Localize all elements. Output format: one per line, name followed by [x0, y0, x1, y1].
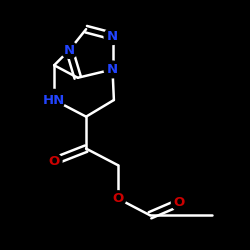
Circle shape — [104, 28, 121, 44]
Text: HN: HN — [43, 94, 65, 106]
Text: N: N — [107, 30, 118, 43]
Circle shape — [44, 90, 65, 110]
Text: N: N — [64, 44, 75, 57]
Text: O: O — [174, 196, 185, 209]
Circle shape — [61, 42, 78, 58]
Circle shape — [172, 195, 187, 210]
Text: O: O — [112, 192, 124, 205]
Circle shape — [104, 61, 121, 78]
Circle shape — [110, 191, 126, 206]
Circle shape — [46, 153, 62, 169]
Text: O: O — [48, 154, 60, 168]
Text: N: N — [107, 63, 118, 76]
